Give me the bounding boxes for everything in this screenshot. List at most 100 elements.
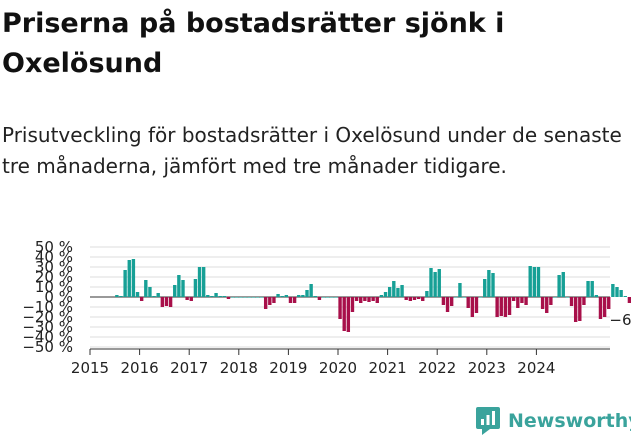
bar xyxy=(222,296,227,297)
y-tick-label: −10 % xyxy=(22,298,73,316)
bar xyxy=(474,297,479,313)
bar xyxy=(466,297,470,308)
bar xyxy=(433,272,437,297)
bar xyxy=(309,284,313,297)
bar xyxy=(338,297,342,319)
bar xyxy=(115,295,119,297)
bar xyxy=(458,283,462,297)
bar xyxy=(532,267,537,297)
bar xyxy=(177,275,181,297)
bar xyxy=(325,297,330,298)
bar xyxy=(131,259,136,297)
bar xyxy=(516,297,520,308)
x-tick-label: 2023 xyxy=(468,359,506,377)
bar xyxy=(582,297,586,305)
bar xyxy=(507,297,512,315)
bar xyxy=(359,297,363,303)
brand-name: Newsworthy xyxy=(508,410,631,432)
bar xyxy=(135,292,140,297)
bar xyxy=(454,297,458,298)
bar xyxy=(586,281,590,297)
bar-chart: 50 %40 %30 %20 %10 %0 %−10 %−20 %−30 %−4… xyxy=(22,238,631,377)
x-tick-label: 2020 xyxy=(319,359,357,377)
bar xyxy=(144,280,148,297)
newsworthy-logo-icon xyxy=(476,407,500,435)
bar xyxy=(206,295,210,297)
bar xyxy=(354,297,359,301)
bar xyxy=(367,297,371,302)
y-axis-ticks: 50 %40 %30 %20 %10 %0 %−10 %−20 %−30 %−4… xyxy=(22,238,73,356)
bar xyxy=(330,297,334,298)
x-tick-label: 2019 xyxy=(269,359,307,377)
bar xyxy=(487,270,491,297)
bar xyxy=(259,297,264,298)
bar xyxy=(528,266,532,297)
bar xyxy=(408,297,413,301)
y-tick-label: −50 % xyxy=(22,338,73,356)
bar xyxy=(536,267,541,297)
x-tick-label: 2016 xyxy=(121,359,159,377)
bar xyxy=(156,293,160,297)
x-tick-label: 2022 xyxy=(418,359,456,377)
x-tick-label: 2017 xyxy=(170,359,208,377)
bar xyxy=(363,297,367,301)
bar xyxy=(375,297,379,303)
bar xyxy=(545,297,549,313)
bar xyxy=(305,290,309,297)
bar xyxy=(297,295,301,297)
y-tick-label: 20 % xyxy=(35,268,73,286)
y-tick-label: −20 % xyxy=(22,308,73,326)
y-tick-label: 0 % xyxy=(44,288,73,306)
bar xyxy=(197,267,202,297)
y-tick-label: 10 % xyxy=(35,278,73,296)
bar xyxy=(524,297,528,305)
bar xyxy=(272,297,276,303)
bar xyxy=(449,297,454,306)
bar xyxy=(292,297,297,303)
bar xyxy=(400,285,404,297)
bar xyxy=(181,280,185,297)
bar xyxy=(371,297,375,301)
bar xyxy=(598,297,603,319)
bar xyxy=(243,297,247,298)
bar xyxy=(607,297,611,309)
bar xyxy=(553,297,557,298)
bar xyxy=(280,296,284,297)
x-axis: 2015 2016 2017 2018 2019 2020 2021 2022 2023 2024 xyxy=(71,348,610,377)
bar xyxy=(623,296,627,297)
bar xyxy=(462,297,466,298)
last-value-annotation: −6 % xyxy=(609,311,631,329)
annotations: −6 % xyxy=(609,311,631,329)
chart-subtitle: Prisutveckling för bostadsrätter i Oxelö… xyxy=(2,123,622,178)
bar xyxy=(346,297,351,332)
bar xyxy=(594,295,599,297)
x-tick-label: 2021 xyxy=(369,359,407,377)
bar xyxy=(429,268,433,297)
bar xyxy=(284,295,289,297)
bar xyxy=(313,296,317,297)
bar xyxy=(263,297,268,309)
bar xyxy=(148,287,152,297)
bar xyxy=(565,297,570,298)
bar xyxy=(478,297,483,298)
newsworthy-logo[interactable]: Newsworthy xyxy=(476,406,631,436)
bar xyxy=(540,297,545,309)
bar xyxy=(520,297,524,303)
y-tick-label: 30 % xyxy=(35,258,73,276)
bar xyxy=(437,269,441,297)
bar xyxy=(483,279,487,297)
bars xyxy=(115,259,631,332)
bar xyxy=(590,281,594,297)
bar xyxy=(247,297,251,298)
bar xyxy=(627,297,631,303)
bar xyxy=(503,297,508,317)
bar xyxy=(235,297,239,298)
bar xyxy=(255,297,260,298)
y-tick-label: 40 % xyxy=(35,248,73,266)
bar xyxy=(321,297,326,298)
x-tick-label: 2015 xyxy=(71,359,109,377)
bar xyxy=(218,296,222,297)
bar xyxy=(201,267,206,297)
bar xyxy=(511,297,516,301)
bar xyxy=(185,297,189,300)
